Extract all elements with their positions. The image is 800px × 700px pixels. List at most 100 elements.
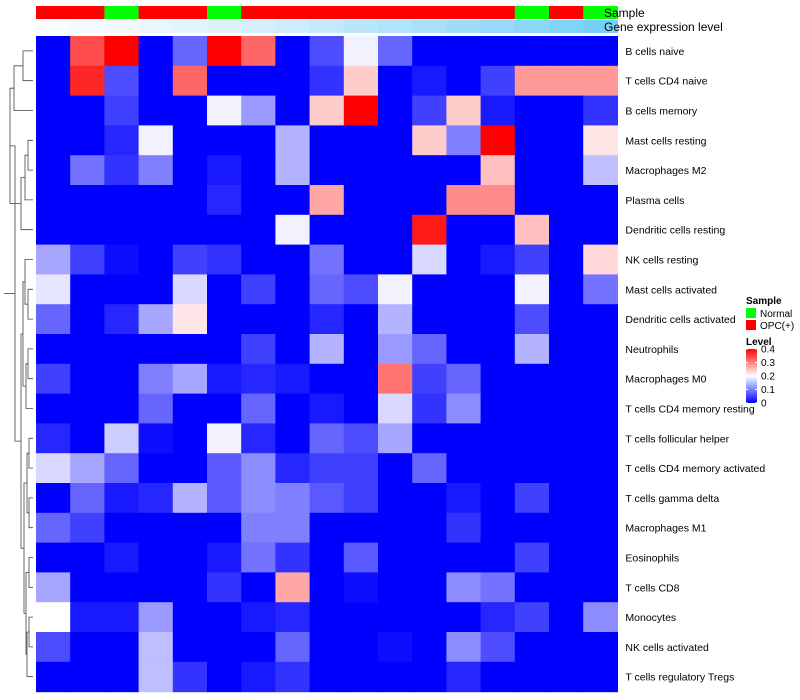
heatmap-cell [309,542,345,573]
heatmap-cell [241,155,276,186]
heatmap-cell [36,244,71,275]
heatmap-cell [378,632,413,663]
row-label: Dendritic cells activated [625,314,735,326]
heatmap-cell [446,334,482,365]
heatmap-cell [104,155,140,186]
heatmap-cell [70,602,105,633]
dendrogram-branch [20,333,24,549]
heatmap-cell [138,155,174,186]
heatmap-cells [36,36,618,693]
heatmap-cell [36,185,71,216]
sample-track-cell [138,6,174,19]
heatmap-cell [309,632,345,663]
heatmap-cell [138,125,174,156]
heatmap-cell [343,572,379,603]
gene-expression-track-title: Gene expression level [604,20,723,34]
row-label: B cells memory [625,106,698,118]
heatmap-cell [138,36,174,67]
heatmap-cell [36,423,71,454]
heatmap-cell [583,304,618,335]
heatmap-cell [207,214,242,246]
heatmap-cell [275,304,311,335]
heatmap-cell [446,512,482,544]
heatmap-cell [480,423,516,454]
heatmap-cell [138,363,174,395]
heatmap-cell [549,512,584,544]
heatmap-cell [378,36,413,67]
heatmap-cell [446,244,482,275]
heatmap-cell [275,95,311,126]
heatmap-cell [70,304,105,335]
heatmap-cell [172,304,208,335]
heatmap-cell [70,632,105,663]
heatmap-cell [343,423,379,454]
heatmap-cell [549,542,584,573]
heatmap-cell [275,185,311,216]
heatmap-cell [514,244,550,275]
heatmap-cell [36,334,71,365]
heatmap-cell [275,65,311,97]
heatmap-cell [583,423,618,454]
heatmap-cell [343,185,379,216]
heatmap-cell [549,244,584,275]
heatmap-cell [241,95,276,126]
heatmap-cell [514,125,550,156]
row-label: T cells follicular helper [625,433,729,445]
heatmap-cell [138,274,174,305]
sample-track-cell [275,6,311,19]
heatmap-cell [309,572,345,603]
heatmap-cell [275,214,311,246]
heatmap-cell [241,542,276,573]
heatmap-cell [309,65,345,97]
gene-track-cell [549,20,584,33]
heatmap-cell [241,453,276,484]
heatmap-cell [549,65,584,97]
heatmap-cell [275,572,311,603]
heatmap-cell [378,661,413,693]
heatmap-cell [70,542,105,573]
legend-tick-label: 0.3 [761,358,775,369]
heatmap-cell [446,36,482,67]
heatmap-cell [446,65,482,97]
heatmap-cell [309,125,345,156]
heatmap-cell [514,95,550,126]
heatmap-cell [412,661,447,693]
heatmap-cell [36,632,71,663]
row-label: B cells naive [625,46,684,58]
heatmap-cell [172,125,208,156]
row-label: Plasma cells [625,195,684,207]
dendrogram-branch [28,497,33,529]
heatmap-cell [36,274,71,305]
heatmap-cell [583,244,618,275]
heatmap-cell [275,363,311,395]
heatmap-cell [583,274,618,305]
heatmap-cell [138,304,174,335]
heatmap-cell [207,65,242,97]
heatmap-cell [480,512,516,544]
gene-track-cell [70,20,105,33]
heatmap-cell [412,363,447,395]
heatmap-cell [104,363,140,395]
heatmap-cell [378,423,413,454]
heatmap-cell [138,244,174,275]
heatmap-cell [36,304,71,335]
heatmap-cell [309,36,345,67]
heatmap-cell [275,661,311,693]
heatmap-cell [583,334,618,365]
heatmap-cell [207,155,242,186]
heatmap-cell [583,185,618,216]
heatmap-cell [514,572,550,603]
heatmap-cell [309,661,345,693]
heatmap-cell [309,274,345,305]
heatmap-cell [378,274,413,305]
heatmap-cell [480,214,516,246]
heatmap-cell [514,274,550,305]
row-label: NK cells resting [625,255,698,267]
heatmap-cell [172,95,208,126]
heatmap-cell [36,453,71,484]
heatmap-cell [412,36,447,67]
heatmap-cell [549,125,584,156]
heatmap-cell [104,602,140,633]
heatmap-cell [207,185,242,216]
annotation-tracks [36,6,618,33]
